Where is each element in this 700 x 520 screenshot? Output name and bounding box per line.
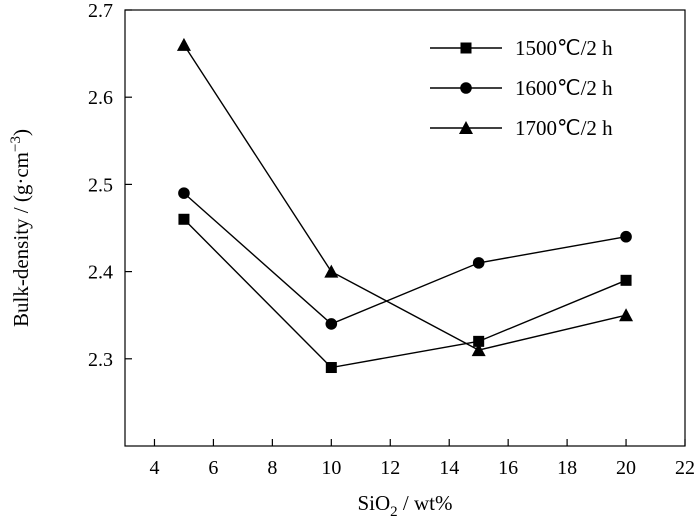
x-axis: 4 6 8 10 12 14 16 18 20 22 (149, 439, 695, 479)
series-line (183, 44, 627, 351)
y-axis-title: Bulk-density / (g·cm−3) (8, 129, 33, 327)
data-point (620, 274, 632, 286)
x-tick-label: 4 (149, 457, 159, 479)
legend-marker (460, 42, 472, 54)
data-point (324, 264, 339, 278)
x-tick-label: 14 (439, 457, 459, 479)
legend-item: 1500℃/2 h (430, 36, 613, 60)
legend: 1500℃/2 h 1600℃/2 h 1700℃/2 h (430, 36, 613, 140)
data-point (178, 213, 190, 225)
plot-frame (124, 9, 686, 447)
y-axis: 2.3 2.4 2.5 2.6 2.7 (88, 0, 132, 371)
series-circle (178, 187, 632, 330)
x-tick-label: 20 (616, 457, 636, 479)
series-line (183, 192, 627, 325)
data-point (471, 343, 486, 357)
x-tick-label: 8 (267, 457, 277, 479)
data-point (472, 257, 485, 269)
x-tick-label: 18 (557, 457, 577, 479)
x-tick-label: 12 (380, 457, 400, 479)
data-point (176, 37, 191, 51)
data-point (620, 230, 632, 243)
series-layer (176, 37, 634, 374)
data-point (473, 335, 485, 347)
x-tick-label: 22 (675, 457, 695, 479)
y-tick-label: 2.7 (88, 0, 113, 22)
x-tick-label: 6 (208, 457, 218, 479)
legend-label: 1500℃/2 h (515, 36, 613, 60)
y-tick-label: 2.6 (88, 87, 113, 109)
x-tick-label: 16 (498, 457, 518, 479)
legend-item: 1700℃/2 h (430, 116, 613, 140)
data-point (619, 308, 634, 322)
series-line (183, 218, 627, 369)
x-tick-label: 10 (321, 457, 341, 479)
series-triangle (176, 37, 634, 357)
y-tick-label: 2.4 (88, 262, 113, 284)
legend-label: 1700℃/2 h (515, 116, 613, 140)
data-point (325, 318, 338, 330)
data-point (178, 187, 190, 199)
legend-item: 1600℃/2 h (430, 76, 613, 100)
legend-marker (460, 82, 472, 94)
legend-marker (459, 121, 473, 134)
legend-label: 1600℃/2 h (515, 76, 613, 100)
data-point (325, 362, 337, 374)
x-axis-title: SiO2 / wt% (357, 491, 452, 520)
series-square (178, 213, 632, 374)
y-tick-label: 2.3 (88, 349, 113, 371)
y-tick-label: 2.5 (88, 174, 113, 196)
